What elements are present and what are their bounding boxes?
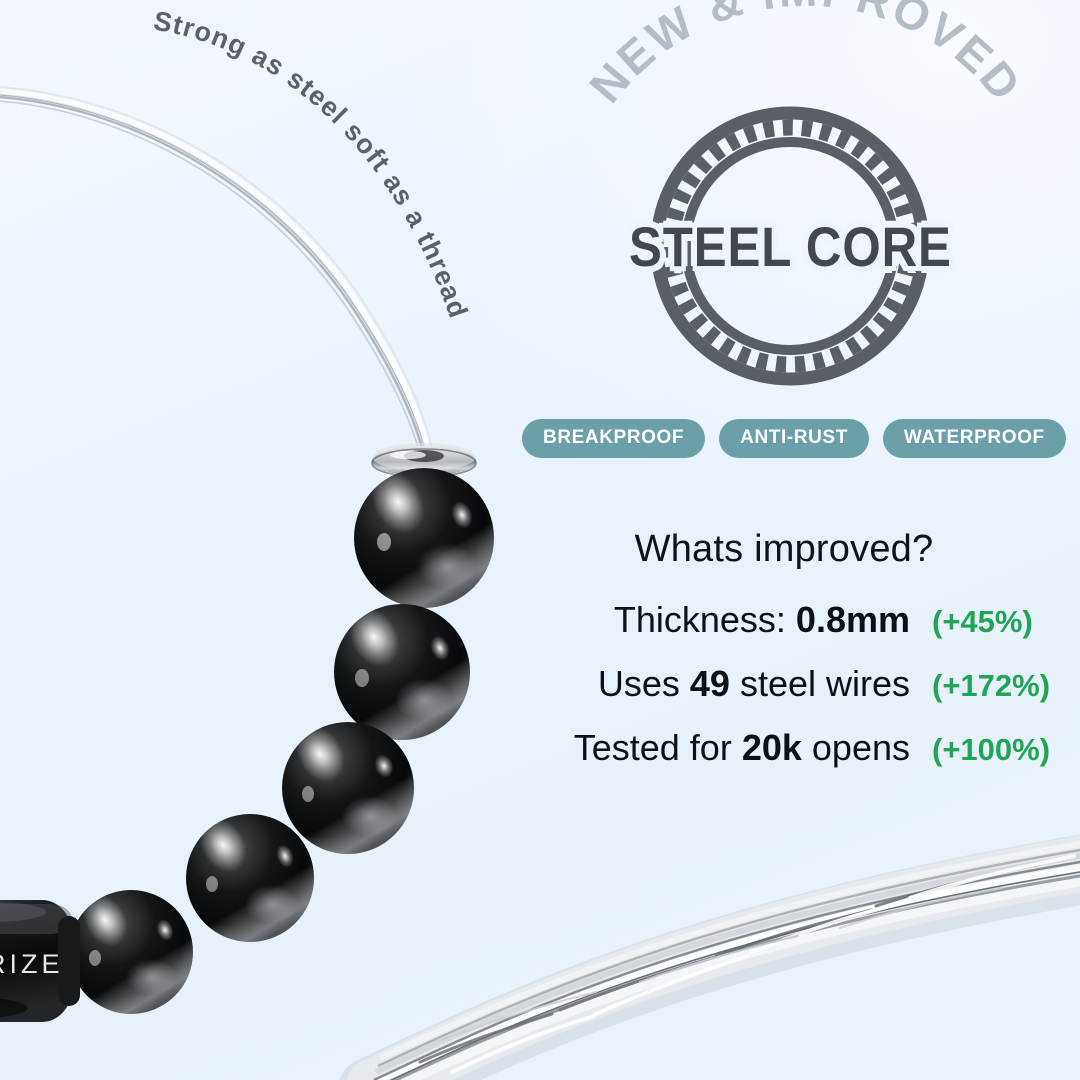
clasp-brand-label: RIZE xyxy=(0,949,64,979)
spec-text-wires: Uses 49 steel wires xyxy=(550,663,910,705)
spec-value: 49 xyxy=(689,663,730,704)
tagline-text: Strong as steel soft as a thread xyxy=(151,6,473,323)
bead xyxy=(334,604,470,740)
spec-percent-thickness: (+45%) xyxy=(932,604,1033,639)
spec-row-opens: Tested for 20k opens (+100%) xyxy=(500,727,1080,769)
spec-prefix: Uses xyxy=(597,663,690,704)
bead xyxy=(354,468,494,608)
spec-row-wires: Uses 49 steel wires (+172%) xyxy=(500,663,1080,705)
twisted-steel-rope xyxy=(339,834,1080,1080)
silver-washer xyxy=(371,443,477,478)
spec-text-thickness: Thickness: 0.8mm xyxy=(550,599,910,641)
new-improved-arc-banner: NEW & IMPROVED xyxy=(520,0,1080,254)
specs-block: Whats improved? Thickness: 0.8mm (+45%) … xyxy=(500,528,1080,769)
pill-waterproof[interactable]: WATERPROOF xyxy=(882,419,1066,458)
spec-row-list: Thickness: 0.8mm (+45%) Uses 49 steel wi… xyxy=(500,599,1080,769)
feature-pill-row: BREAKPROOF ANTI-RUST WATERPROOF xyxy=(522,419,1080,458)
bead xyxy=(186,814,314,942)
spec-text-opens: Tested for 20k opens xyxy=(550,727,910,769)
bead-chain xyxy=(69,468,494,1014)
bead xyxy=(282,722,414,854)
badge-label-text: STEEL CORE xyxy=(628,214,952,278)
spec-suffix: steel wires xyxy=(729,663,910,704)
spec-suffix: opens xyxy=(801,727,910,768)
spec-value: 20k xyxy=(741,727,802,768)
badge-label-wrap: STEEL CORE xyxy=(629,96,951,396)
product-clasp xyxy=(0,900,80,1022)
spec-row-thickness: Thickness: 0.8mm (+45%) xyxy=(500,599,1080,641)
spec-percent-wires: (+172%) xyxy=(932,668,1051,703)
spec-percent-opens: (+100%) xyxy=(932,732,1051,767)
tagline-curved: Strong as steel soft as a thread xyxy=(100,0,540,430)
spec-prefix: Tested for xyxy=(573,727,742,768)
bead xyxy=(69,890,193,1014)
specs-heading: Whats improved? xyxy=(634,528,934,570)
pill-anti-rust[interactable]: ANTI-RUST xyxy=(719,419,869,458)
spec-value: 0.8mm xyxy=(795,599,910,640)
steel-core-badge: STEEL CORE xyxy=(629,96,951,396)
spec-prefix: Thickness: xyxy=(613,599,796,640)
pill-breakproof[interactable]: BREAKPROOF xyxy=(522,419,706,458)
